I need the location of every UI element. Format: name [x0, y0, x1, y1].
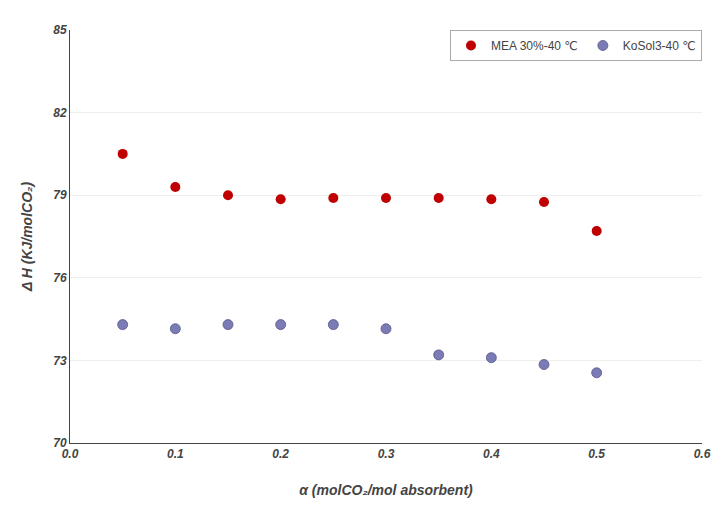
svg-text:KoSol3-40 ℃: KoSol3-40 ℃ [623, 39, 696, 53]
svg-text:82: 82 [53, 106, 67, 120]
svg-text:0.4: 0.4 [483, 447, 500, 461]
svg-text:0.6: 0.6 [694, 447, 711, 461]
svg-text:Δ H (KJ/molCO₂): Δ H (KJ/molCO₂) [19, 182, 35, 292]
svg-text:0.5: 0.5 [588, 447, 605, 461]
svg-text:70: 70 [53, 436, 67, 450]
svg-text:0.1: 0.1 [167, 447, 184, 461]
svg-text:79: 79 [53, 188, 67, 202]
svg-text:0.0: 0.0 [62, 447, 79, 461]
svg-text:0.3: 0.3 [378, 447, 395, 461]
svg-text:α (molCO₂/mol absorbent): α (molCO₂/mol absorbent) [299, 482, 473, 498]
svg-text:73: 73 [53, 354, 67, 368]
svg-text:MEA 30%-40 ℃: MEA 30%-40 ℃ [491, 39, 578, 53]
svg-text:0.2: 0.2 [272, 447, 289, 461]
svg-text:85: 85 [53, 23, 67, 37]
svg-text:76: 76 [53, 271, 67, 285]
